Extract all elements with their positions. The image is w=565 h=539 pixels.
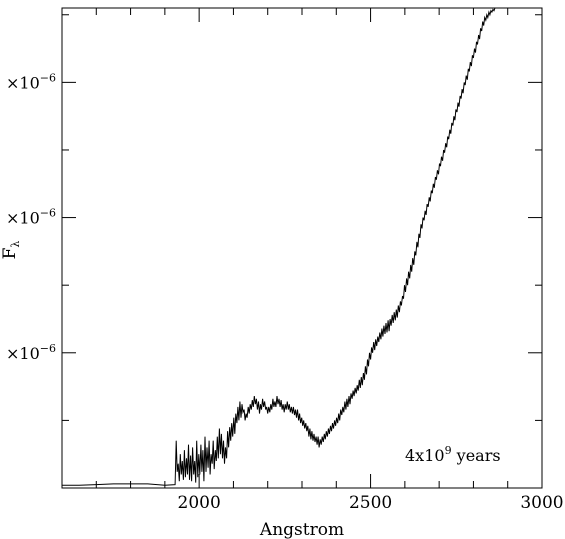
y-axis-ticks: ×10−6 ×10−6 ×10−6 xyxy=(6,14,542,421)
x-tick-label: 2000 xyxy=(178,493,221,513)
plot-frame xyxy=(61,7,543,489)
y-tick-label: ×10−6 xyxy=(6,342,56,363)
x-axis-ticks: 2000 2500 3000 xyxy=(95,8,564,513)
y-tick-label: ×10−6 xyxy=(6,207,56,228)
x-tick-label: 3000 xyxy=(520,493,563,513)
spectrum-line xyxy=(62,7,496,486)
y-axis-label: Fλ xyxy=(0,241,22,260)
y-tick-label: ×10−6 xyxy=(6,71,56,92)
age-annotation: 4x109 years xyxy=(405,444,501,465)
x-axis-label: Angstrom xyxy=(259,520,344,539)
x-tick-label: 2500 xyxy=(349,493,392,513)
